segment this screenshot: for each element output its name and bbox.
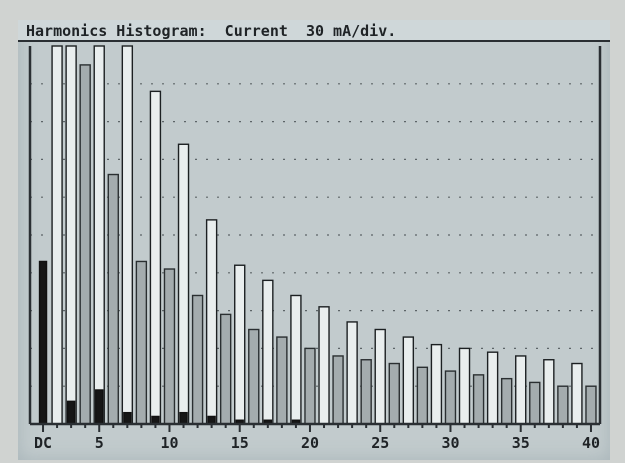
x-tick-label: 40 (582, 434, 600, 452)
instrument-screen: Harmonics Histogram: Current 30 mA/div. … (18, 20, 610, 460)
histogram-title: Harmonics Histogram: Current 30 mA/div. (18, 20, 610, 42)
harmonic-bar (402, 336, 415, 425)
harmonic-bar (163, 268, 176, 425)
harmonic-bar (304, 347, 316, 425)
harmonic-bar (318, 306, 330, 425)
x-tick-label: 35 (512, 434, 530, 452)
harmonic-bar (121, 45, 134, 425)
harmonic-bar (248, 328, 260, 425)
harmonic-bar (95, 389, 104, 425)
harmonic-bar (430, 343, 443, 425)
x-tick-label: 5 (95, 434, 104, 452)
harmonic-bar (107, 173, 119, 425)
harmonic-bar (346, 321, 358, 425)
harmonic-bar (93, 45, 105, 425)
harmonic-bar (234, 264, 246, 425)
harmonic-bar (416, 366, 429, 425)
harmonic-bar (205, 219, 218, 425)
harmonic-bar (543, 359, 555, 425)
harmonic-bar (500, 377, 513, 425)
harmonic-bar (177, 143, 190, 425)
harmonic-bar (276, 336, 288, 425)
harmonic-bar (571, 362, 583, 425)
harmonic-bar (191, 294, 204, 425)
harmonic-bar (388, 362, 400, 425)
x-tick-label: 30 (441, 434, 459, 452)
harmonic-bar (486, 351, 499, 425)
harmonic-bar (179, 411, 188, 425)
harmonic-bar (135, 260, 148, 425)
x-tick-label: 20 (301, 434, 319, 452)
harmonic-bar (149, 90, 162, 425)
harmonic-bar (444, 370, 457, 425)
x-tick-label: 15 (231, 434, 249, 452)
harmonic-bar (374, 328, 386, 425)
harmonics-histogram-chart: DC 5 10 15 20 25 30 35 40 (28, 45, 602, 452)
harmonic-bar (515, 355, 527, 425)
x-tick-label: 10 (160, 434, 178, 452)
harmonic-bar (458, 347, 471, 425)
harmonic-bar (529, 381, 541, 425)
harmonic-bar (360, 359, 372, 425)
harmonic-bar (332, 355, 344, 425)
plot-frame (28, 46, 602, 426)
harmonic-bar (290, 294, 302, 425)
harmonic-bar (585, 385, 597, 425)
harmonic-bar (219, 313, 232, 425)
x-tick-label: 25 (371, 434, 389, 452)
harmonic-bar (79, 64, 91, 425)
x-tick-label: DC (34, 434, 52, 452)
harmonic-bar (123, 411, 132, 425)
harmonic-bar (262, 279, 274, 425)
harmonic-bar (472, 374, 485, 425)
harmonic-bar (65, 45, 77, 425)
harmonic-bars (38, 45, 597, 425)
x-axis-ticks: DC 5 10 15 20 25 30 35 40 (34, 424, 600, 452)
harmonic-bar (51, 45, 63, 425)
harmonic-bar (66, 400, 76, 425)
harmonic-bar (38, 260, 48, 425)
harmonic-bar (557, 385, 569, 425)
